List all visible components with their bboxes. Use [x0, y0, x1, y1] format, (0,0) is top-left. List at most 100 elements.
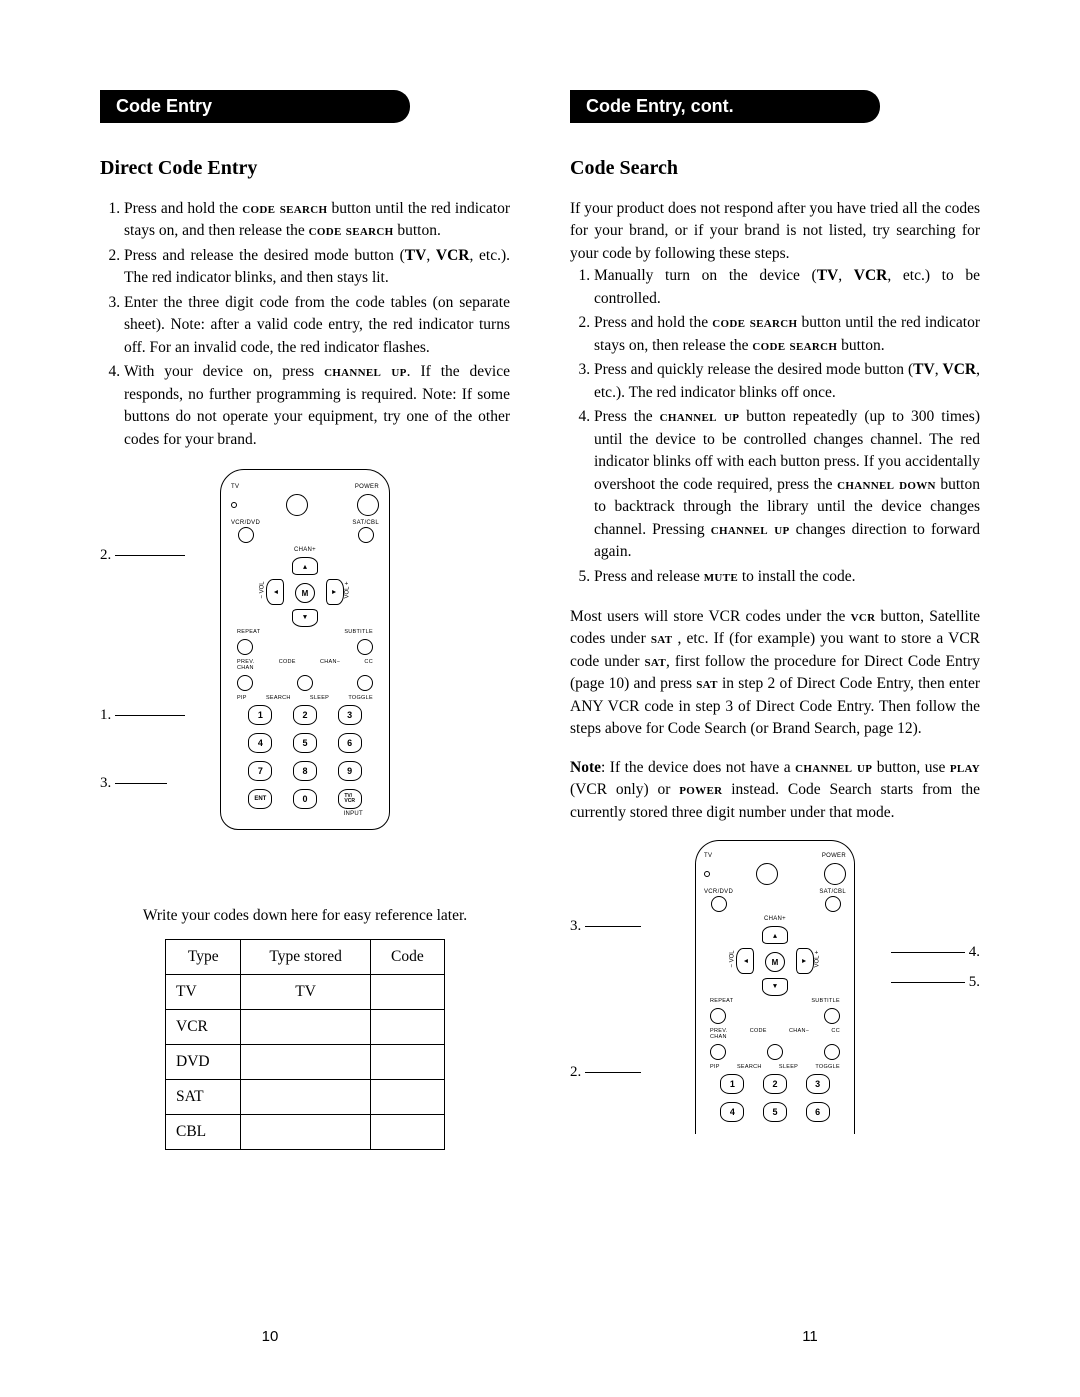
direct-code-entry-steps: Press and hold the code search button un… — [100, 198, 510, 451]
callout-r2: 2 — [570, 1064, 645, 1081]
callout-r5: 5 — [887, 974, 980, 991]
key-tvvcr: TV/ VCR — [338, 789, 362, 809]
key-ent: ENT — [248, 789, 272, 809]
code-search-note: Note: If the device does not have a chan… — [570, 757, 980, 824]
label-pip: PIP — [237, 695, 247, 701]
step-1: Press and hold the code search button un… — [124, 198, 510, 243]
cc-button — [357, 675, 373, 691]
cs-step-1: Manually turn on the device (TV, VCR, et… — [594, 265, 980, 310]
tv-button — [756, 863, 778, 885]
label-vol-minus: − VOL — [260, 582, 266, 599]
step-3: Enter the three digit code from the code… — [124, 292, 510, 359]
key-0: 0 — [293, 789, 317, 809]
key-7: 7 — [248, 761, 272, 781]
key-2: 2 — [293, 705, 317, 725]
chan-up-icon: ▴ — [762, 926, 788, 944]
page-number-right: 11 — [540, 1328, 1080, 1345]
remote-illustration: TV POWER VCR/DVD SAT/CBL CHAN+ − VOL — [220, 469, 390, 830]
prevchan-button — [237, 675, 253, 691]
table-row: DVD — [166, 1045, 445, 1080]
cs-step-4: Press the channel up button repeatedly (… — [594, 406, 980, 563]
step-2: Press and release the desired mode butto… — [124, 245, 510, 290]
chan-down-icon: ▴ — [762, 978, 788, 996]
section-banner-left: Code Entry — [100, 90, 410, 123]
label-satcbl: SAT/CBL — [352, 520, 379, 526]
key-1: 1 — [248, 705, 272, 725]
callout-r4: 4 — [887, 944, 980, 961]
page-numbers: 10 11 — [0, 1328, 1080, 1345]
label-repeat: REPEAT — [237, 629, 260, 635]
key-9: 9 — [338, 761, 362, 781]
satcbl-button — [358, 527, 374, 543]
chan-up-icon: ▴ — [292, 557, 318, 575]
table-row: VCR — [166, 1010, 445, 1045]
vcrdvd-button — [238, 527, 254, 543]
section-banner-right: Code Entry, cont. — [570, 90, 880, 123]
cs-step-3: Press and quickly release the desired mo… — [594, 359, 980, 404]
callout-1: 1 — [100, 707, 189, 724]
vol-up-icon: ▴ — [326, 579, 344, 605]
vcrdvd-button — [711, 896, 727, 912]
key-5: 5 — [293, 733, 317, 753]
two-column-layout: Code Entry Direct Code Entry Press and h… — [100, 90, 980, 1168]
subtitle-button — [357, 639, 373, 655]
th-type-stored: Type stored — [241, 940, 370, 975]
label-sleep: SLEEP — [310, 695, 329, 701]
power-button — [357, 494, 379, 516]
table-row: SAT — [166, 1080, 445, 1115]
th-type: Type — [166, 940, 241, 975]
callout-2: 2 — [100, 547, 189, 564]
step-4: With your device on, press channel up. I… — [124, 361, 510, 451]
label-cc: CC — [364, 659, 373, 671]
subheading-direct-code-entry: Direct Code Entry — [100, 157, 510, 180]
code-search-steps: Manually turn on the device (TV, VCR, et… — [570, 265, 980, 588]
code-search-button — [297, 675, 313, 691]
remote-illustration-2: TV POWER VCR/DVD SAT/CBL CHAN+ − VOL — [695, 840, 855, 1134]
th-code: Code — [370, 940, 444, 975]
label-tv: TV — [231, 484, 239, 490]
label-power: POWER — [355, 484, 379, 490]
left-column: Code Entry Direct Code Entry Press and h… — [100, 90, 510, 1168]
cs-step-2: Press and hold the code search button un… — [594, 312, 980, 357]
table-row: CBL — [166, 1115, 445, 1150]
code-search-intro: If your product does not respond after y… — [570, 198, 980, 265]
label-vcrdvd: VCR/DVD — [231, 520, 260, 526]
callout-r3: 3 — [570, 918, 645, 935]
label-search: SEARCH — [266, 695, 291, 701]
callout-3: 3 — [100, 775, 171, 792]
label-toggle: TOGGLE — [348, 695, 373, 701]
label-chan-minus: CHAN− — [320, 659, 340, 671]
label-chan-plus: CHAN+ — [231, 547, 379, 553]
label-prevchan: PREV. CHAN — [237, 659, 255, 671]
key-3: 3 — [338, 705, 362, 725]
repeat-button — [237, 639, 253, 655]
remote-diagram-left: 2 1 3 TV POWER — [100, 469, 510, 889]
right-column: Code Entry, cont. Code Search If your pr… — [570, 90, 980, 1168]
power-button — [824, 863, 846, 885]
tv-button — [286, 494, 308, 516]
vol-down-icon: ▴ — [736, 948, 754, 974]
led-icon — [704, 871, 710, 877]
codes-table-body: TVTV VCR DVD SAT CBL — [166, 975, 445, 1150]
key-8: 8 — [293, 761, 317, 781]
key-6: 6 — [338, 733, 362, 753]
chan-down-icon: ▴ — [292, 609, 318, 627]
codes-table: Type Type stored Code TVTV VCR DVD SAT C… — [165, 939, 445, 1150]
led-icon — [231, 502, 237, 508]
remote-diagram-right: 3 2 4 5 TV POWER — [570, 840, 980, 1150]
code-search-para2: Most users will store VCR codes under th… — [570, 606, 980, 741]
number-keypad: 1 2 3 4 5 6 — [704, 1072, 846, 1124]
label-subtitle: SUBTITLE — [344, 629, 373, 635]
mute-button: M — [765, 952, 785, 972]
subheading-code-search: Code Search — [570, 157, 980, 180]
table-row: TVTV — [166, 975, 445, 1010]
satcbl-button — [825, 896, 841, 912]
label-input: INPUT — [231, 811, 379, 817]
number-keypad: 1 2 3 4 5 6 7 8 9 ENT 0 TV/ VCR — [231, 703, 379, 811]
page-number-left: 10 — [0, 1328, 540, 1345]
label-vol-plus: VOL + — [345, 582, 351, 599]
vol-up-icon: ▴ — [796, 948, 814, 974]
dpad: − VOL VOL + ▴ ▴ ▴ ▴ M — [730, 926, 820, 996]
manual-page: Code Entry Direct Code Entry Press and h… — [0, 0, 1080, 1397]
cs-step-5: Press and release mute to install the co… — [594, 566, 980, 588]
